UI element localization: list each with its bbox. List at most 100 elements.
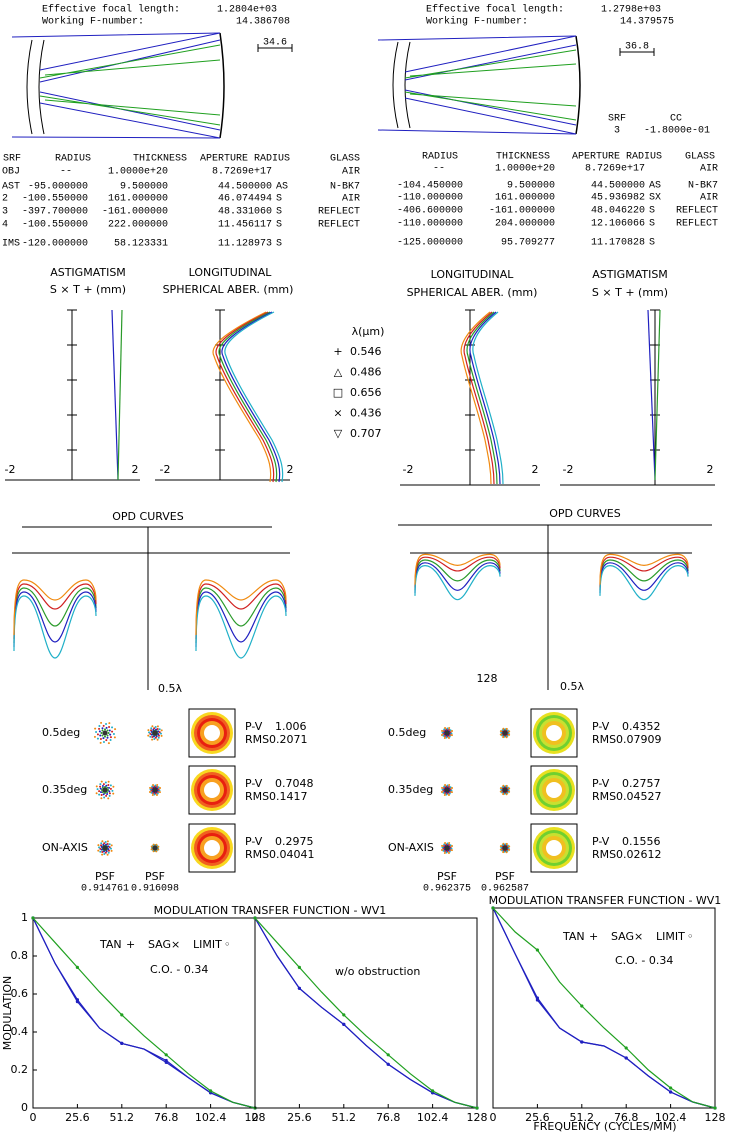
y-tick-label: 1	[21, 911, 28, 924]
rms-value: 0.1417	[269, 790, 308, 803]
spot	[102, 843, 105, 846]
mtf-point	[342, 1013, 346, 1017]
cell: 1.0000e+20	[108, 167, 168, 178]
rms-label: RMS	[245, 848, 269, 861]
mtf-line	[254, 917, 478, 1109]
axis-label: -2	[563, 463, 574, 476]
legend-label: LIMIT	[656, 930, 685, 943]
opd-curve	[195, 587, 287, 644]
spot	[150, 791, 153, 794]
pv-value: 0.7048	[275, 777, 314, 790]
x-tick-label: 128	[467, 1111, 488, 1124]
legend-label: 0.436	[350, 407, 382, 420]
spot	[153, 737, 156, 740]
spot	[156, 792, 159, 795]
legend-symbol: □	[333, 386, 343, 399]
spot	[508, 790, 511, 793]
spot	[448, 791, 451, 794]
cell: 45.936982	[591, 193, 645, 204]
spot	[103, 842, 106, 845]
spot	[150, 845, 153, 848]
spot	[499, 845, 502, 848]
spot	[148, 790, 151, 793]
cell: REFLECT	[318, 220, 360, 231]
spot	[152, 843, 155, 846]
x-tick-label: 0	[30, 1111, 37, 1124]
spot	[449, 786, 452, 789]
spot	[440, 848, 443, 851]
spot	[505, 727, 508, 730]
spot	[449, 844, 452, 847]
opd-curve	[599, 559, 689, 591]
spot	[505, 736, 508, 739]
cell: -100.550000	[22, 220, 88, 231]
cell: 1.0000e+20	[495, 164, 555, 175]
psf-value: 0.916098	[131, 884, 179, 895]
spot	[446, 784, 449, 787]
mtf-point	[580, 1040, 584, 1044]
x-tick-label: 51.2	[332, 1111, 357, 1124]
cell: -110.000000	[397, 219, 463, 230]
cell: -100.550000	[22, 194, 88, 205]
cell: 204.000000	[495, 219, 555, 230]
spot	[450, 734, 453, 737]
cell: --	[433, 164, 445, 175]
spot	[112, 785, 115, 788]
plot-frame	[254, 917, 478, 1109]
x-tick-label: 51.2	[570, 1111, 595, 1124]
plot-title: SPHERICAL ABER. (mm)	[163, 283, 294, 296]
spot	[502, 784, 505, 787]
x-tick-label: 102.4	[417, 1111, 449, 1124]
spot	[150, 733, 153, 736]
spot	[151, 725, 154, 728]
spot	[101, 727, 104, 730]
spot	[445, 851, 448, 854]
opd-curve	[599, 556, 689, 588]
spot	[156, 786, 159, 789]
spot	[158, 728, 161, 731]
cell: REFLECT	[318, 207, 360, 218]
x-tick-label: 102.4	[195, 1111, 227, 1124]
spot	[499, 733, 502, 736]
opd-curve	[13, 595, 97, 659]
cell: REFLECT	[676, 206, 718, 217]
mtf-point	[386, 1062, 390, 1066]
cell: 48.046220	[591, 206, 645, 217]
spot	[101, 785, 104, 788]
rms-label: RMS	[245, 790, 269, 803]
x-axis-label: FREQUENCY (CYCLES/MM)	[533, 1120, 676, 1133]
spot	[103, 796, 106, 799]
spot	[152, 735, 155, 738]
opd-curve	[13, 591, 97, 648]
cell: 9.500000	[507, 181, 555, 192]
cell: 95.709277	[501, 238, 555, 249]
spot	[150, 848, 153, 851]
spot	[104, 851, 107, 854]
cell: -161.000000	[102, 207, 168, 218]
spot	[447, 794, 450, 797]
spot	[107, 851, 110, 854]
spot	[499, 790, 502, 793]
spot	[101, 729, 104, 732]
spot	[100, 793, 103, 796]
spot	[151, 786, 154, 789]
spot	[448, 849, 451, 852]
mtf-point	[297, 986, 301, 990]
spot	[441, 788, 444, 791]
spot	[156, 791, 159, 794]
spot	[97, 844, 100, 847]
mtf-line	[492, 907, 716, 1109]
spot	[443, 849, 446, 852]
spot	[108, 729, 111, 732]
label: 36.8	[625, 42, 649, 53]
mtf-point	[297, 965, 301, 970]
cell: -397.700000	[22, 207, 88, 218]
spot-core	[444, 787, 450, 793]
spot	[147, 729, 150, 732]
spot	[107, 848, 110, 851]
mtf-point	[624, 1056, 628, 1060]
spot	[155, 794, 158, 797]
rms-value: 0.04527	[616, 790, 662, 803]
spot	[151, 791, 154, 794]
spot	[100, 721, 103, 724]
